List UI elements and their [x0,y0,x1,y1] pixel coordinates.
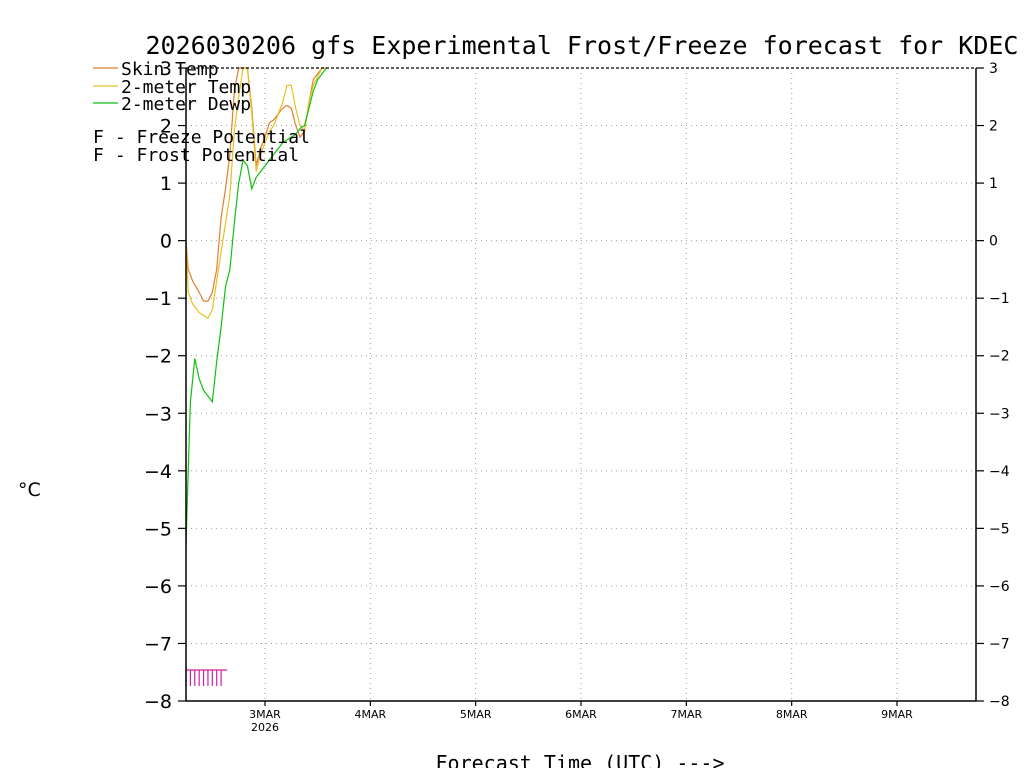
y-tick-label-left: −4 [144,461,172,483]
series-layer [185,67,327,546]
grid [186,68,976,701]
y-tick-label-left: 1 [160,173,172,195]
chart-title: 2026030206 gfs Experimental Frost/Freeze… [146,31,1019,60]
legend-label-2m-dewp: 2-meter Dewp [121,94,251,115]
legend-freeze-marker: F [93,127,104,148]
y-tick-label-right: 0 [989,234,998,250]
y-tick-label-left: −3 [144,403,172,425]
y-tick-label-right: −7 [989,636,1010,652]
legend-freeze-label: - Freeze Potential [104,127,310,148]
y-tick-label-left: 3 [160,58,172,80]
y-tick-label-left: −7 [144,633,172,655]
legend-label-2m-temp: 2-meter Temp [121,77,251,98]
x-tick-label: 9MAR [881,708,913,721]
series-line-2-meter-dewp [185,67,327,546]
x-tick-label: 5MAR [460,708,492,721]
x-tick-label: 3MAR [249,708,281,721]
y-tick-label-right: −6 [989,579,1010,595]
y-tick-label-right: −3 [989,406,1010,422]
axes: −8 −8 −7 −7 −6 −6 −5 −5 −4 −4 −3 −3 −2 −2 −1 −1 0 0 1 1 2 2 3 3… [144,58,1010,734]
y-tick-label-left: −5 [144,518,172,540]
y-tick-label-right: −2 [989,349,1010,365]
y-tick-label-right: −1 [989,291,1010,307]
x-tick-label: 8MAR [776,708,808,721]
legend-frost-label: - Frost Potential [104,145,299,166]
legend-label-skin-temp: Skin Temp [121,59,219,80]
x-tick-year-label: 2026 [251,721,279,734]
y-tick-label-left: 2 [160,116,172,138]
x-axis-title: Forecast Time (UTC) ---> [436,751,725,768]
y-tick-label-right: −5 [989,521,1010,537]
legend: Skin Temp 2-meter Temp 2-meter Dewp F - … [93,59,310,166]
x-tick-label: 7MAR [670,708,702,721]
y-tick-label-left: −1 [144,288,172,310]
y-tick-label-right: −8 [989,694,1010,710]
y-axis-unit-label: °C [18,479,41,501]
y-tick-label-right: −4 [989,464,1010,480]
legend-frost-marker: F [93,145,104,166]
x-tick-label: 6MAR [565,708,597,721]
y-tick-label-right: 3 [989,61,998,77]
y-tick-label-left: −2 [144,346,172,368]
y-tick-label-left: −6 [144,576,172,598]
series-line-2-meter-temp [185,67,327,320]
y-tick-label-right: 2 [989,119,998,135]
y-tick-label-left: 0 [160,231,172,253]
y-tick-label-right: 1 [989,176,998,192]
y-tick-label-left: −8 [144,691,172,713]
x-tick-label: 4MAR [354,708,386,721]
freeze-potential-markers [185,669,228,686]
